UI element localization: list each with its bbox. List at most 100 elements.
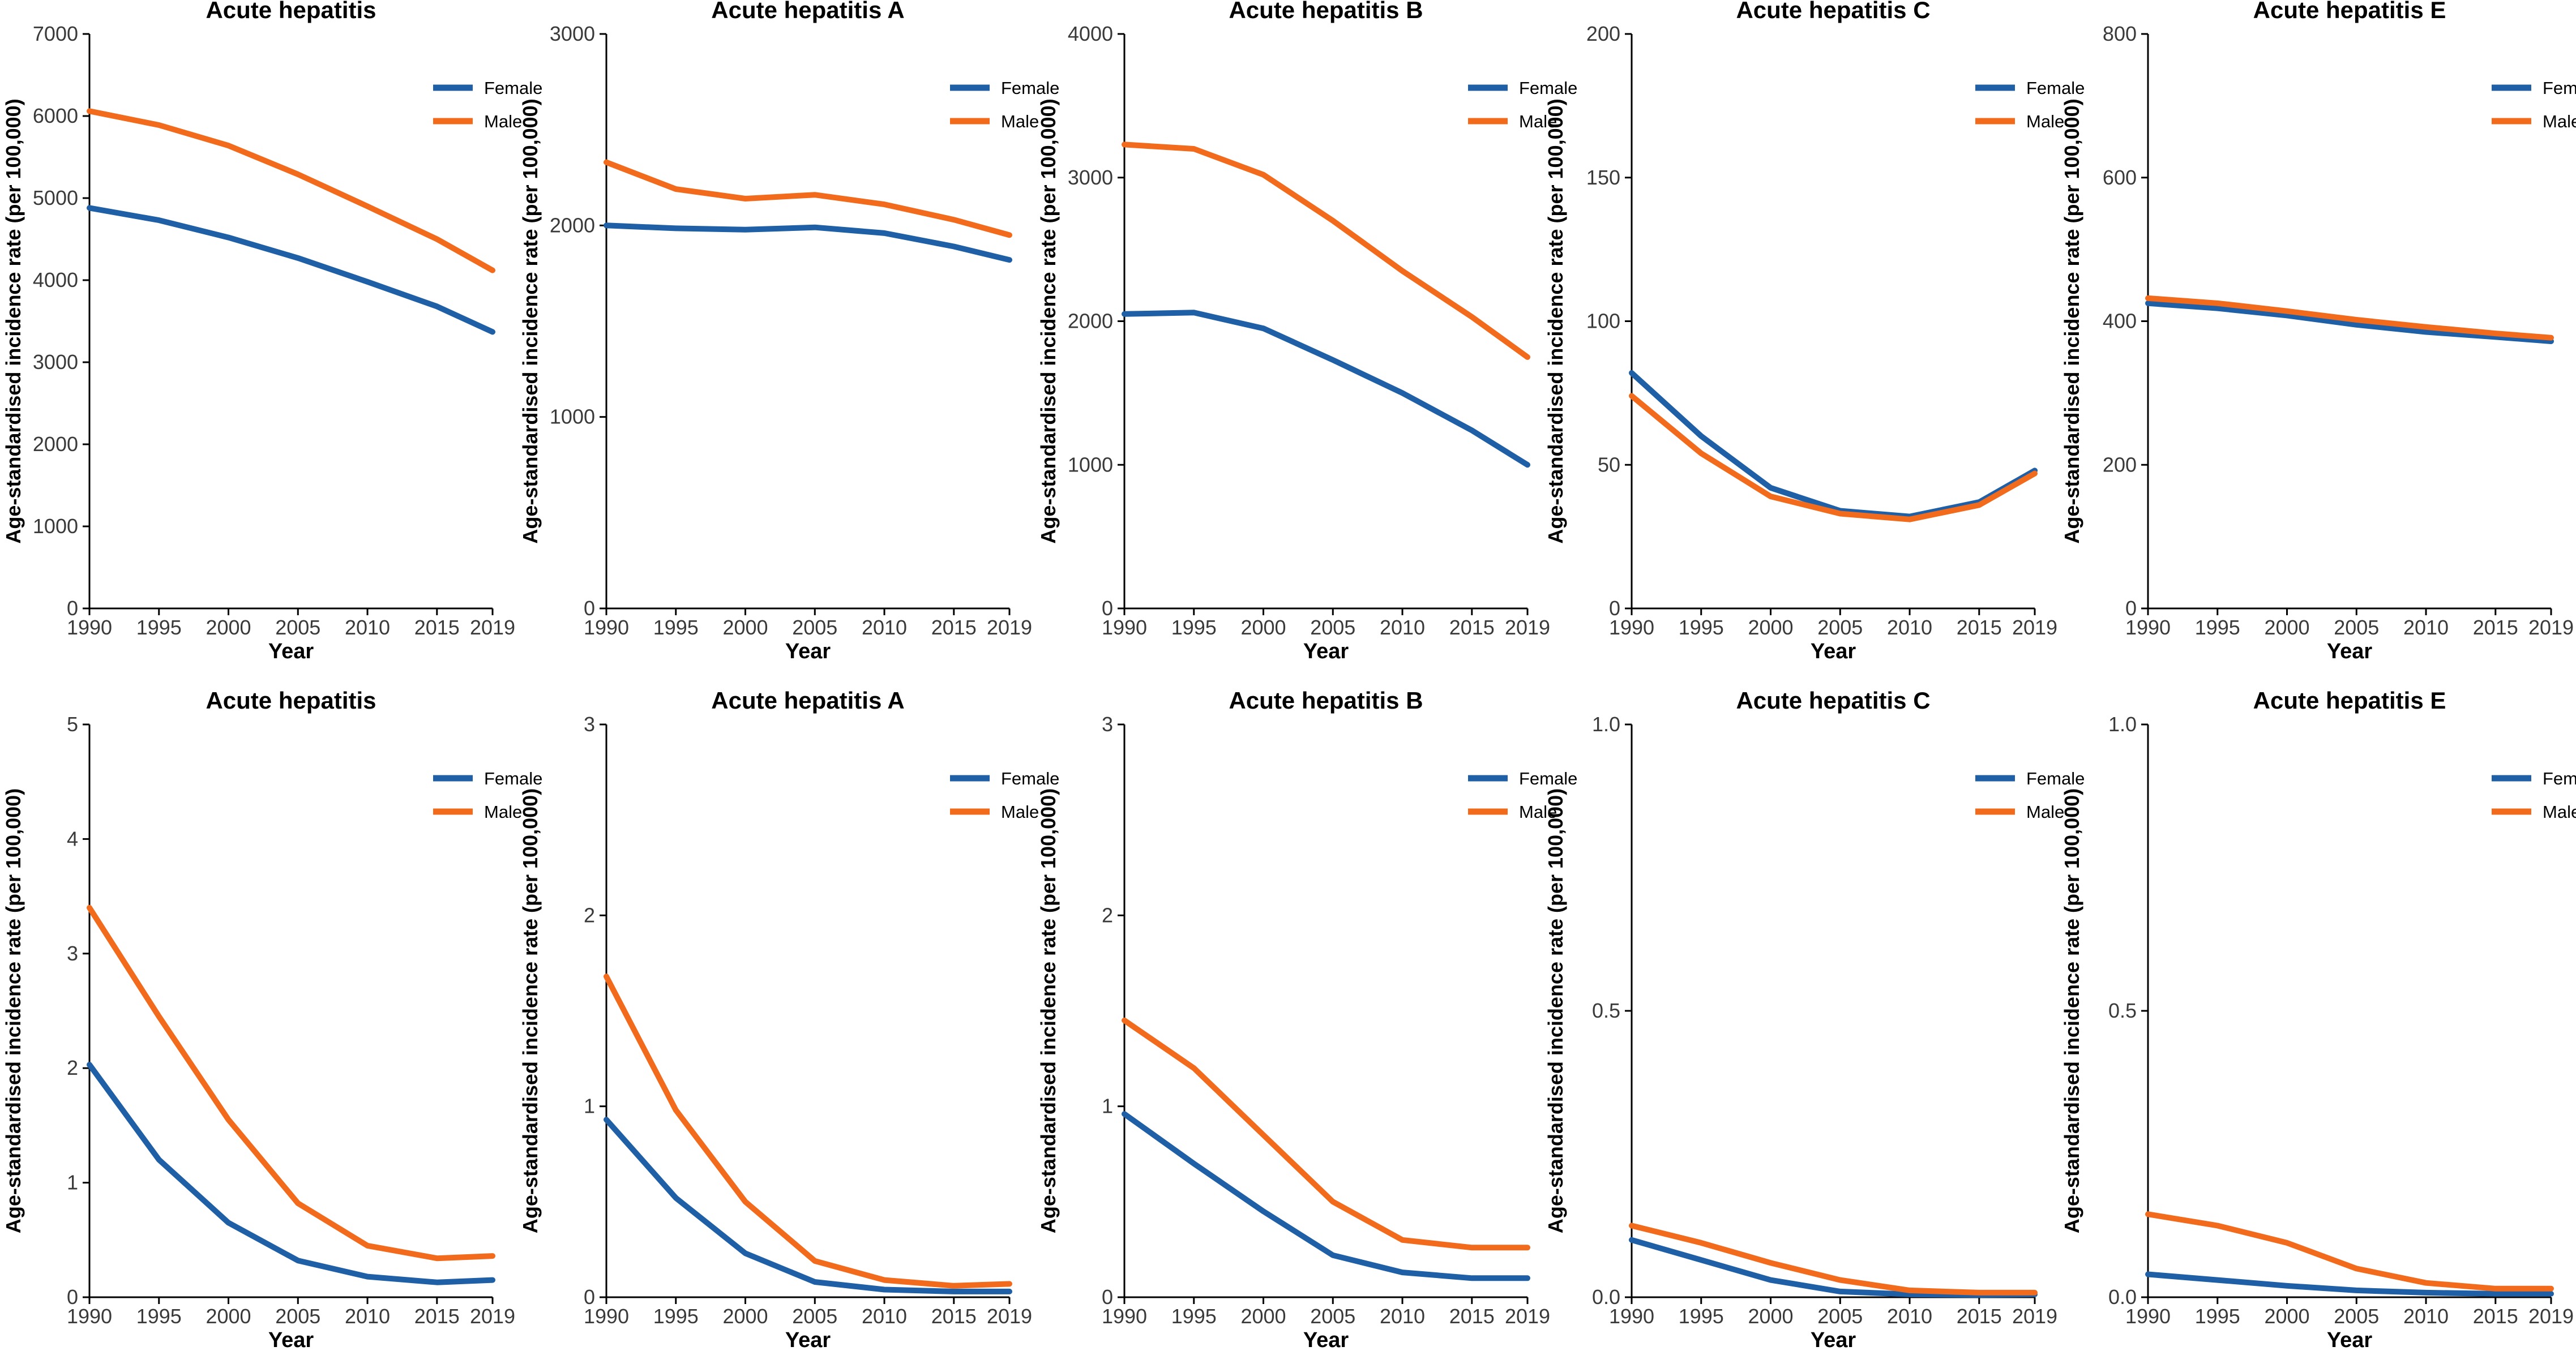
y-tick-label: 1.0 — [2108, 713, 2137, 736]
x-tick-label: 2005 — [792, 616, 837, 639]
legend-label-female: Female — [2543, 769, 2576, 788]
x-tick-label: 2010 — [1887, 616, 1932, 639]
y-tick-label: 5000 — [33, 186, 78, 209]
x-tick-label: 1990 — [1102, 1305, 1147, 1328]
x-tick-label: 2015 — [2473, 1305, 2518, 1328]
y-tick-label: 3 — [1102, 713, 1113, 736]
y-axis-label: Age-standardised incidence rate (per 100… — [1544, 788, 1567, 1233]
chart-panel-4: Acute hepatitis C 0 50 100 150 200 1990 1995 200… — [1544, 0, 2085, 663]
series-line-male — [604, 973, 1012, 1289]
x-tick-label: 2015 — [414, 1305, 460, 1328]
x-tick-label: 2019 — [470, 616, 515, 639]
series-line-male — [2145, 1211, 2554, 1292]
y-tick-label: 1.0 — [1592, 713, 1620, 736]
chart-title: Acute hepatitis A — [711, 0, 905, 23]
x-tick-label: 2010 — [1887, 1305, 1932, 1328]
x-tick-label: 1990 — [67, 616, 112, 639]
y-tick-label: 0 — [2125, 597, 2137, 620]
y-axis-label: Age-standardised incidence rate (per 100… — [1544, 98, 1567, 543]
x-tick-label: 2000 — [722, 1305, 768, 1328]
y-tick-label: 1000 — [550, 405, 595, 428]
y-axis-label: Age-standardised incidence rate (per 100… — [519, 788, 542, 1233]
x-tick-label: 2015 — [1957, 616, 2002, 639]
legend-label-female: Female — [1519, 769, 1577, 788]
x-tick-label: 2000 — [2264, 1305, 2309, 1328]
chart-title: Acute hepatitis C — [1736, 0, 1930, 23]
x-tick-label: 1990 — [2125, 616, 2171, 639]
y-tick-label: 0 — [67, 597, 78, 620]
x-tick-label: 2005 — [792, 1305, 837, 1328]
x-tick-label: 2015 — [1957, 1305, 2002, 1328]
x-tick-label: 2000 — [1240, 616, 1286, 639]
chart-title: Acute hepatitis B — [1229, 0, 1423, 23]
x-tick-label: 2010 — [1380, 1305, 1425, 1328]
y-tick-label: 2 — [67, 1056, 78, 1079]
x-tick-label: 2015 — [931, 1305, 977, 1328]
legend-label-female: Female — [2026, 769, 2085, 788]
y-tick-label: 0.0 — [2108, 1285, 2137, 1309]
y-tick-label: 4000 — [1068, 22, 1113, 45]
legend-label-male: Male — [484, 802, 522, 822]
x-axis-label: Year — [1811, 640, 1856, 663]
x-tick-label: 2010 — [1380, 616, 1425, 639]
chart-panel-5: Acute hepatitis E 0 200 400 600 800 1990 1995 20… — [2060, 0, 2576, 663]
x-tick-label: 2019 — [2528, 1305, 2574, 1328]
y-tick-label: 400 — [2103, 310, 2137, 333]
y-tick-label: 0 — [1102, 597, 1113, 620]
series-line-male — [1122, 141, 1530, 360]
y-tick-label: 3000 — [550, 22, 595, 45]
series-line-female — [1122, 310, 1530, 468]
legend-label-male: Male — [1519, 111, 1557, 131]
series-line-male — [1122, 1017, 1530, 1251]
x-tick-label: 1995 — [1679, 616, 1724, 639]
y-tick-label: 0.5 — [1592, 999, 1620, 1022]
series-line-female — [1629, 1237, 2038, 1298]
x-axis-label: Year — [268, 1328, 314, 1351]
legend-label-male: Male — [2543, 802, 2576, 822]
x-tick-label: 2019 — [1505, 1305, 1550, 1328]
y-tick-label: 1 — [584, 1095, 595, 1118]
x-tick-label: 1995 — [1679, 1305, 1724, 1328]
y-axis-label: Age-standardised incidence rate (per 100… — [2060, 98, 2083, 543]
chart-panel-8: Acute hepatitis B 0 1 2 3 1990 1995 2000 2005 201… — [1037, 687, 1577, 1351]
x-tick-label: 2010 — [345, 616, 390, 639]
y-tick-label: 0 — [1102, 1285, 1113, 1309]
legend-label-male: Male — [1519, 802, 1557, 822]
x-tick-label: 1990 — [1609, 1305, 1654, 1328]
x-axis-label: Year — [1811, 1328, 1856, 1351]
y-axis-label: Age-standardised incidence rate (per 100… — [2, 788, 25, 1233]
x-tick-label: 1995 — [2195, 616, 2240, 639]
x-tick-label: 2019 — [2012, 616, 2057, 639]
y-tick-label: 200 — [2103, 453, 2137, 476]
y-axis-label: Age-standardised incidence rate (per 100… — [2060, 788, 2083, 1233]
x-axis-label: Year — [2327, 640, 2373, 663]
x-axis-label: Year — [1303, 1328, 1349, 1351]
legend-label-male: Male — [484, 111, 522, 131]
y-tick-label: 50 — [1598, 453, 1620, 476]
x-tick-label: 2010 — [862, 1305, 907, 1328]
chart-panel-3: Acute hepatitis B 0 1000 2000 3000 4000 1990 19… — [1037, 0, 1577, 663]
x-tick-label: 1990 — [584, 1305, 629, 1328]
legend-label-male: Male — [1001, 802, 1039, 822]
legend-label-female: Female — [484, 769, 542, 788]
x-tick-label: 2005 — [2334, 616, 2379, 639]
x-tick-label: 2019 — [470, 1305, 515, 1328]
y-axis-label: Age-standardised incidence rate (per 100… — [2, 98, 25, 543]
x-tick-label: 1990 — [2125, 1305, 2171, 1328]
legend-label-female: Female — [1001, 78, 1059, 98]
x-tick-label: 2015 — [2473, 616, 2518, 639]
y-tick-label: 1000 — [33, 514, 78, 538]
x-tick-label: 2019 — [987, 616, 1032, 639]
x-tick-label: 2019 — [987, 1305, 1032, 1328]
series-line-female — [2145, 1271, 2554, 1297]
x-tick-label: 2010 — [862, 616, 907, 639]
x-tick-label: 2000 — [1240, 1305, 1286, 1328]
x-tick-label: 2000 — [1748, 1305, 1793, 1328]
series-line-male — [604, 159, 1012, 238]
chart-title: Acute hepatitis C — [1736, 687, 1930, 714]
legend-label-male: Male — [2543, 111, 2576, 131]
y-tick-label: 1 — [1102, 1095, 1113, 1118]
x-tick-label: 1990 — [584, 616, 629, 639]
x-axis-label: Year — [1303, 640, 1349, 663]
x-axis-label: Year — [785, 640, 831, 663]
